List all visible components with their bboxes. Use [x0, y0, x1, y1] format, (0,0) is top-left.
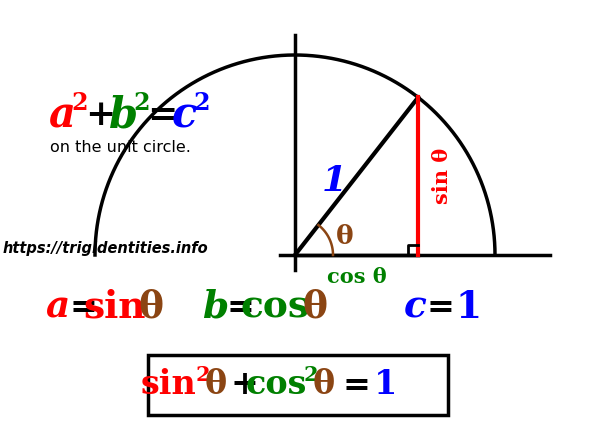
- Text: a: a: [48, 94, 76, 136]
- Text: 2: 2: [72, 91, 88, 115]
- Text: sin: sin: [140, 368, 196, 401]
- Text: θ: θ: [303, 288, 327, 325]
- Text: b: b: [109, 94, 138, 136]
- Text: =: =: [147, 98, 177, 132]
- Text: c: c: [404, 288, 427, 325]
- Text: b: b: [202, 288, 228, 325]
- Text: 2: 2: [304, 365, 319, 385]
- Text: +: +: [230, 368, 258, 401]
- Text: on the unit circle.: on the unit circle.: [50, 139, 191, 155]
- Text: θ: θ: [336, 224, 354, 249]
- Text: θ: θ: [313, 368, 335, 401]
- Text: =: =: [342, 368, 370, 401]
- Text: cos: cos: [245, 368, 307, 401]
- Text: 2: 2: [134, 91, 150, 115]
- Text: c: c: [171, 94, 197, 136]
- Text: sin: sin: [84, 288, 146, 325]
- Text: θ: θ: [205, 368, 227, 401]
- Text: sin θ: sin θ: [432, 148, 452, 204]
- Text: 1: 1: [322, 164, 347, 198]
- Text: +: +: [85, 98, 115, 132]
- Text: =: =: [226, 291, 254, 324]
- Text: a: a: [46, 288, 70, 325]
- Text: 1: 1: [455, 288, 481, 325]
- Text: cos: cos: [241, 288, 310, 325]
- Text: cos θ: cos θ: [327, 267, 387, 287]
- Text: =: =: [426, 291, 454, 324]
- Text: θ: θ: [138, 288, 164, 325]
- Text: 2: 2: [196, 365, 210, 385]
- Text: 2: 2: [194, 91, 210, 115]
- Bar: [148, 355, 448, 415]
- Text: https://trigidentities.info: https://trigidentities.info: [3, 240, 209, 256]
- Text: =: =: [69, 291, 97, 324]
- Text: 1: 1: [374, 368, 398, 401]
